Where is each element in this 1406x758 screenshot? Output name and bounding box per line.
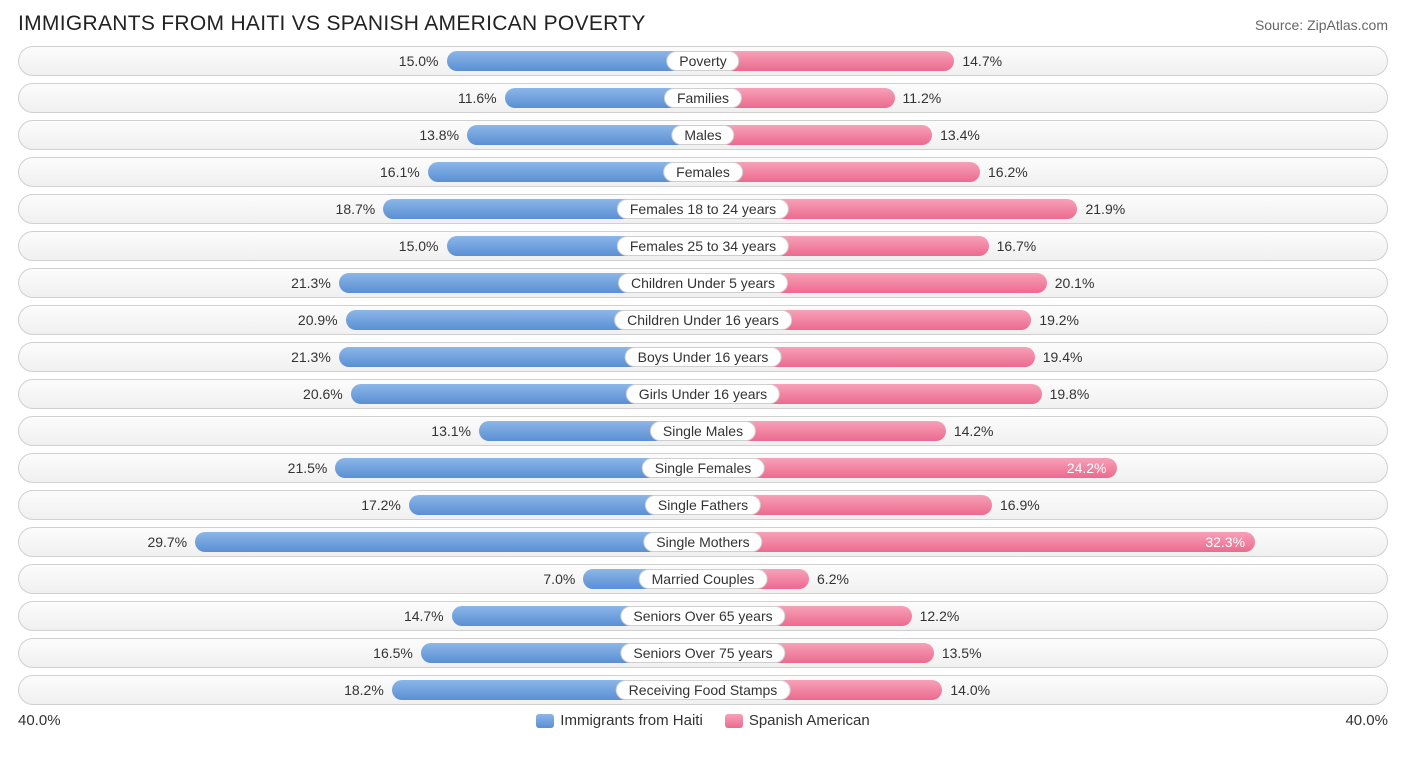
value-label-left: 14.7% [404,608,444,624]
bar-left [447,51,704,71]
value-label-left: 21.5% [288,460,328,476]
legend-item-left: Immigrants from Haiti [536,712,703,729]
category-label: Females 18 to 24 years [617,199,789,219]
chart-row: 11.6% 11.2% Families [18,83,1388,113]
category-label: Single Males [650,421,756,441]
value-label-right: 6.2% [817,571,849,587]
value-label-left: 18.2% [344,682,384,698]
category-label: Single Females [642,458,765,478]
axis-right-max: 40.0% [1345,712,1388,729]
value-label-right: 13.5% [942,645,982,661]
value-label-right: 20.1% [1055,275,1095,291]
value-label-right: 24.2% [1067,460,1107,476]
chart-row: 16.5% 13.5% Seniors Over 75 years [18,638,1388,668]
value-label-left: 21.3% [291,349,331,365]
chart-title: IMMIGRANTS FROM HAITI VS SPANISH AMERICA… [18,12,646,36]
chart-row: 20.6% 19.8% Girls Under 16 years [18,379,1388,409]
value-label-left: 15.0% [399,53,439,69]
bar-left [428,162,703,182]
bar-right [703,125,932,145]
value-label-left: 13.1% [431,423,471,439]
category-label: Females 25 to 34 years [617,236,789,256]
chart-row: 15.0% 14.7% Poverty [18,46,1388,76]
value-label-right: 14.0% [950,682,990,698]
chart-row: 17.2% 16.9% Single Fathers [18,490,1388,520]
category-label: Receiving Food Stamps [616,680,791,700]
value-label-right: 32.3% [1205,534,1245,550]
value-label-left: 13.8% [419,127,459,143]
bar-right [703,532,1255,552]
value-label-left: 16.1% [380,164,420,180]
category-label: Males [671,125,734,145]
value-label-left: 7.0% [543,571,575,587]
category-label: Children Under 5 years [618,273,788,293]
chart-row: 13.1% 14.2% Single Males [18,416,1388,446]
legend-swatch-right [725,714,743,728]
category-label: Children Under 16 years [614,310,792,330]
value-label-right: 14.2% [954,423,994,439]
diverging-bar-chart: 15.0% 14.7% Poverty 11.6% 11.2% Families 13.8%… [18,46,1388,705]
chart-row: 29.7% 32.3% Single Mothers [18,527,1388,557]
chart-row: 7.0% 6.2% Married Couples [18,564,1388,594]
legend-label-right: Spanish American [749,712,870,729]
chart-header: IMMIGRANTS FROM HAITI VS SPANISH AMERICA… [18,12,1388,36]
chart-row: 14.7% 12.2% Seniors Over 65 years [18,601,1388,631]
chart-row: 15.0% 16.7% Females 25 to 34 years [18,231,1388,261]
category-label: Seniors Over 65 years [620,606,785,626]
value-label-left: 21.3% [291,275,331,291]
category-label: Families [664,88,742,108]
legend-swatch-left [536,714,554,728]
category-label: Single Mothers [643,532,762,552]
chart-row: 21.3% 19.4% Boys Under 16 years [18,342,1388,372]
chart-row: 13.8% 13.4% Males [18,120,1388,150]
value-label-left: 16.5% [373,645,413,661]
value-label-right: 19.2% [1039,312,1079,328]
value-label-right: 21.9% [1085,201,1125,217]
category-label: Poverty [666,51,739,71]
value-label-left: 11.6% [458,90,497,106]
value-label-left: 20.9% [298,312,338,328]
value-label-left: 20.6% [303,386,343,402]
category-label: Girls Under 16 years [626,384,780,404]
legend-label-left: Immigrants from Haiti [560,712,703,729]
value-label-left: 18.7% [336,201,376,217]
value-label-right: 16.9% [1000,497,1040,513]
chart-footer: 40.0% Immigrants from Haiti Spanish Amer… [18,712,1388,729]
category-label: Boys Under 16 years [625,347,782,367]
legend-item-right: Spanish American [725,712,870,729]
value-label-left: 29.7% [147,534,187,550]
value-label-left: 15.0% [399,238,439,254]
value-label-right: 16.2% [988,164,1028,180]
value-label-right: 11.2% [903,90,942,106]
bar-left [195,532,703,552]
category-label: Married Couples [639,569,768,589]
chart-row: 20.9% 19.2% Children Under 16 years [18,305,1388,335]
value-label-right: 19.4% [1043,349,1083,365]
category-label: Females [663,162,743,182]
bar-right [703,458,1117,478]
value-label-right: 13.4% [940,127,980,143]
category-label: Single Fathers [645,495,761,515]
axis-left-max: 40.0% [18,712,61,729]
chart-row: 18.7% 21.9% Females 18 to 24 years [18,194,1388,224]
bar-left [467,125,703,145]
chart-source: Source: ZipAtlas.com [1255,17,1388,33]
category-label: Seniors Over 75 years [620,643,785,663]
value-label-right: 19.8% [1050,386,1090,402]
chart-row: 21.5% 24.2% Single Females [18,453,1388,483]
value-label-right: 14.7% [962,53,1002,69]
chart-row: 16.1% 16.2% Females [18,157,1388,187]
value-label-right: 12.2% [920,608,960,624]
bar-right [703,51,954,71]
legend: Immigrants from Haiti Spanish American [536,712,869,729]
chart-row: 21.3% 20.1% Children Under 5 years [18,268,1388,298]
bar-right [703,162,980,182]
value-label-left: 17.2% [361,497,401,513]
value-label-right: 16.7% [997,238,1037,254]
chart-row: 18.2% 14.0% Receiving Food Stamps [18,675,1388,705]
